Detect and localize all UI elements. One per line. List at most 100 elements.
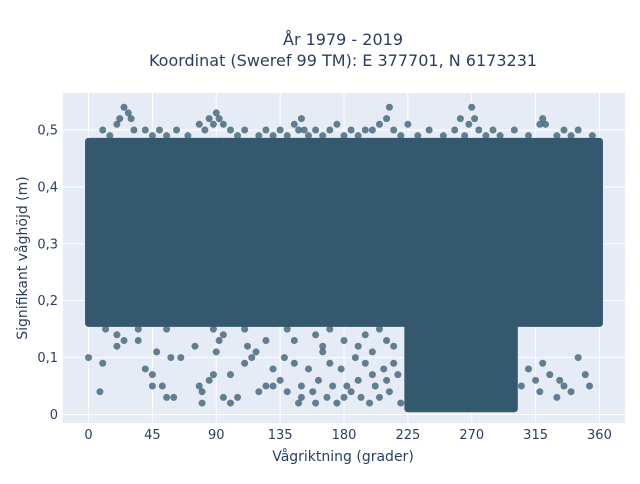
scatter-point — [96, 388, 104, 396]
scatter-point — [581, 314, 589, 322]
scatter-point — [252, 348, 260, 356]
scatter-point — [170, 302, 178, 310]
scatter-point — [314, 376, 322, 384]
scatter-point — [195, 382, 203, 390]
scatter-point — [553, 319, 561, 327]
scatter-point — [366, 399, 374, 407]
scatter-point — [524, 314, 532, 322]
scatter-point — [191, 342, 199, 350]
scatter-point — [390, 359, 398, 367]
scatter-point — [198, 388, 206, 396]
chart-title-line1: År 1979 - 2019 — [283, 30, 403, 49]
y-axis-title: Signifikant våghöjd (m) — [14, 176, 31, 339]
dense-bands — [85, 137, 603, 413]
x-tick-label: 360 — [587, 428, 612, 443]
scatter-point — [255, 388, 263, 396]
scatter-point — [385, 388, 393, 396]
x-tick-label: 45 — [144, 428, 161, 443]
scatter-point — [153, 348, 161, 356]
scatter-point — [209, 120, 217, 128]
scatter-point — [425, 126, 433, 134]
scatter-point — [148, 371, 156, 379]
scatter-point — [465, 120, 473, 128]
scatter-point — [198, 399, 206, 407]
scatter-point — [326, 359, 334, 367]
scatter-point — [102, 325, 110, 333]
scatter-point — [560, 382, 568, 390]
scatter-point — [130, 126, 138, 134]
scatter-point — [326, 325, 334, 333]
scatter-point — [368, 371, 376, 379]
scatter-point — [141, 365, 149, 373]
scatter-point — [375, 325, 383, 333]
scatter-point — [156, 126, 164, 134]
scatter-point — [390, 126, 398, 134]
scatter-point — [297, 319, 305, 327]
scatter-point — [496, 132, 504, 140]
scatter-point — [163, 132, 171, 140]
scatter-point — [319, 348, 327, 356]
x-tick-label: 135 — [268, 428, 293, 443]
scatter-point — [295, 126, 303, 134]
scatter-point — [357, 393, 365, 401]
x-tick-label: 270 — [459, 428, 484, 443]
scatter-point — [361, 359, 369, 367]
scatter-point — [368, 126, 376, 134]
y-tick-label: 0 — [50, 408, 58, 423]
x-tick-label: 315 — [523, 428, 548, 443]
scatter-point — [195, 120, 203, 128]
scatter-point — [371, 382, 379, 390]
scatter-point — [375, 120, 383, 128]
scatter-point — [337, 365, 345, 373]
scatter-point — [212, 109, 220, 117]
scatter-point — [283, 388, 291, 396]
y-tick-label: 0,3 — [37, 237, 58, 252]
scatter-point — [215, 337, 223, 344]
scatter-point — [269, 319, 277, 327]
scatter-point — [124, 109, 132, 117]
scatter-point — [283, 132, 291, 140]
scatter-point — [201, 126, 209, 134]
scatter-point — [468, 103, 476, 111]
scatter-point — [340, 393, 348, 401]
scatter-point — [542, 120, 550, 128]
scatter-point — [414, 132, 422, 140]
scatter-point — [375, 393, 383, 401]
scatter-point — [588, 319, 596, 327]
scatter-point — [127, 319, 135, 327]
scatter-point — [215, 115, 223, 123]
y-tick-label: 0,5 — [37, 123, 58, 138]
scatter-point — [333, 399, 341, 407]
scatter-point — [241, 325, 249, 333]
scatter-point — [297, 393, 305, 401]
scatter-point — [329, 382, 337, 390]
x-axis-title: Vågriktning (grader) — [272, 448, 414, 465]
scatter-point — [394, 371, 402, 379]
scatter-point — [269, 132, 277, 140]
scatter-point — [347, 388, 355, 396]
scatter-point — [226, 371, 234, 379]
scatter-point — [383, 337, 391, 344]
scatter-point — [532, 376, 540, 384]
y-tick-labels: 0 0,1 0,2 0,3 0,4 0,5 — [37, 123, 58, 422]
scatter-point — [340, 132, 348, 140]
scatter-point — [300, 126, 308, 134]
scatter-point — [312, 126, 320, 134]
scatter-point — [212, 348, 220, 356]
scatter-point — [113, 120, 121, 128]
scatter-point — [99, 126, 107, 134]
y-tick-label: 0,1 — [37, 351, 58, 366]
scatter-point — [173, 126, 181, 134]
scatter-point — [354, 342, 362, 350]
scatter-point — [184, 319, 192, 327]
scatter-point — [383, 115, 391, 123]
scatter-point — [113, 342, 121, 350]
scatter-point — [167, 354, 175, 362]
scatter-point — [319, 132, 327, 140]
scatter-point — [113, 331, 121, 339]
scatter-point — [536, 120, 544, 128]
scatter-point — [255, 308, 263, 316]
scatter-point — [241, 126, 249, 134]
scatter-point — [347, 319, 355, 327]
